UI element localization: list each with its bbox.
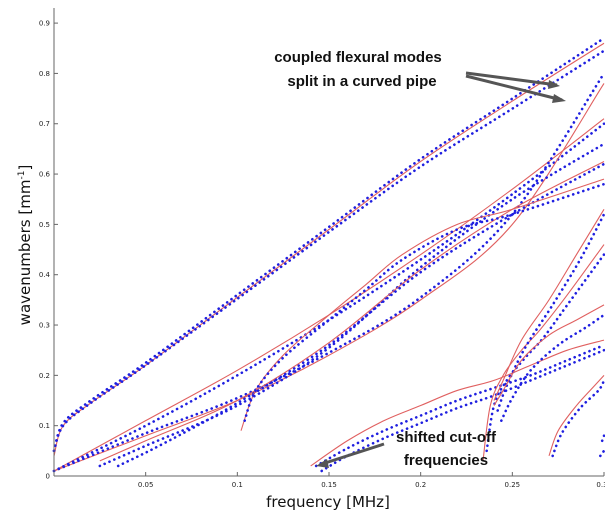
y-tick-label: 0.6 [39, 171, 51, 179]
y-tick-label: 0.9 [39, 20, 50, 28]
series-18-dotted-curve [496, 213, 605, 412]
series-3-solid-curve [53, 118, 605, 472]
series-7-dotted-curve [98, 142, 605, 468]
series-8-solid-curve [99, 160, 605, 462]
y-axis-title: wavenumbers [mm-1] [16, 165, 34, 326]
annotation-coupled-modes: coupled flexural modes split in a curved… [274, 49, 566, 103]
y-tick-label: 0.7 [39, 120, 50, 128]
y-axis-title-end: ] [16, 165, 34, 171]
annotation-arrow-upper [465, 71, 558, 87]
series-12-solid-curve [310, 339, 605, 467]
annotation-arrow-lower [465, 74, 563, 102]
series-6-dotted-curve [52, 72, 605, 473]
series-14-dotted-curve [320, 348, 605, 473]
y-tick-label: 0.4 [39, 271, 51, 279]
y-axis-title-main: wavenumbers [mm [16, 180, 34, 326]
series-2-dotted-curve [52, 49, 605, 453]
annotation-arrowhead-cutoff [316, 459, 329, 468]
annotation-coupled-modes-line2: split in a curved pipe [287, 73, 436, 90]
series-17-solid-curve [493, 209, 605, 401]
series-9-dotted-curve [116, 162, 605, 468]
x-tick-label: 0.25 [505, 481, 521, 489]
series-0-solid-curve [53, 42, 605, 457]
y-tick-label: 0.3 [39, 322, 50, 330]
annotation-arrow-cutoff [321, 442, 385, 466]
series-4-dotted-curve [52, 122, 605, 473]
svg-text:wavenumbers [mm-1]: wavenumbers [mm-1] [16, 165, 34, 326]
series-5-solid-curve [53, 83, 605, 472]
annotation-coupled-modes-line1: coupled flexural modes [274, 49, 442, 66]
series-13-dotted-curve [314, 343, 605, 468]
series-22-dotted-curve [551, 379, 605, 458]
x-tick-label: 0.15 [321, 481, 337, 489]
x-axis-title: frequency [MHz] [266, 493, 390, 511]
series-11-dotted-curve [243, 182, 605, 422]
series-16-dotted-curve [485, 253, 605, 453]
x-tick-label: 0.05 [138, 481, 154, 489]
annotation-arrowhead-lower [552, 94, 566, 103]
x-tick-label: 0.2 [415, 481, 426, 489]
series-1-dotted-curve [52, 36, 605, 453]
x-tick-label: 0.1 [232, 481, 243, 489]
annotation-cutoff: shifted cut-off frequencies [316, 429, 497, 469]
series-24-dotted-curve [600, 434, 605, 443]
series-10-solid-curve [240, 178, 605, 431]
series-23-dotted-curve [599, 449, 605, 458]
series-19-solid-curve [493, 304, 605, 406]
series-layer [52, 36, 605, 473]
y-axis-title-sup: -1 [17, 171, 27, 180]
tick-layer: 0 0.1 0.2 0.3 0.4 0.5 0.6 0.7 0.8 0.9 0.05 0.1 0.15 0… [39, 20, 605, 489]
y-tick-label: 0.5 [39, 221, 50, 229]
annotation-arrowhead-upper [548, 80, 560, 89]
annotation-cutoff-line2: frequencies [404, 452, 488, 469]
y-tick-label: 0 [46, 473, 50, 481]
y-tick-label: 0.2 [39, 372, 50, 380]
y-tick-label: 0.1 [39, 422, 50, 430]
x-tick-label: 0.3 [596, 481, 605, 489]
series-21-solid-curve [548, 374, 605, 457]
y-tick-label: 0.8 [39, 70, 50, 78]
annotation-cutoff-line1: shifted cut-off [396, 429, 497, 446]
series-15-solid-curve [482, 244, 605, 461]
